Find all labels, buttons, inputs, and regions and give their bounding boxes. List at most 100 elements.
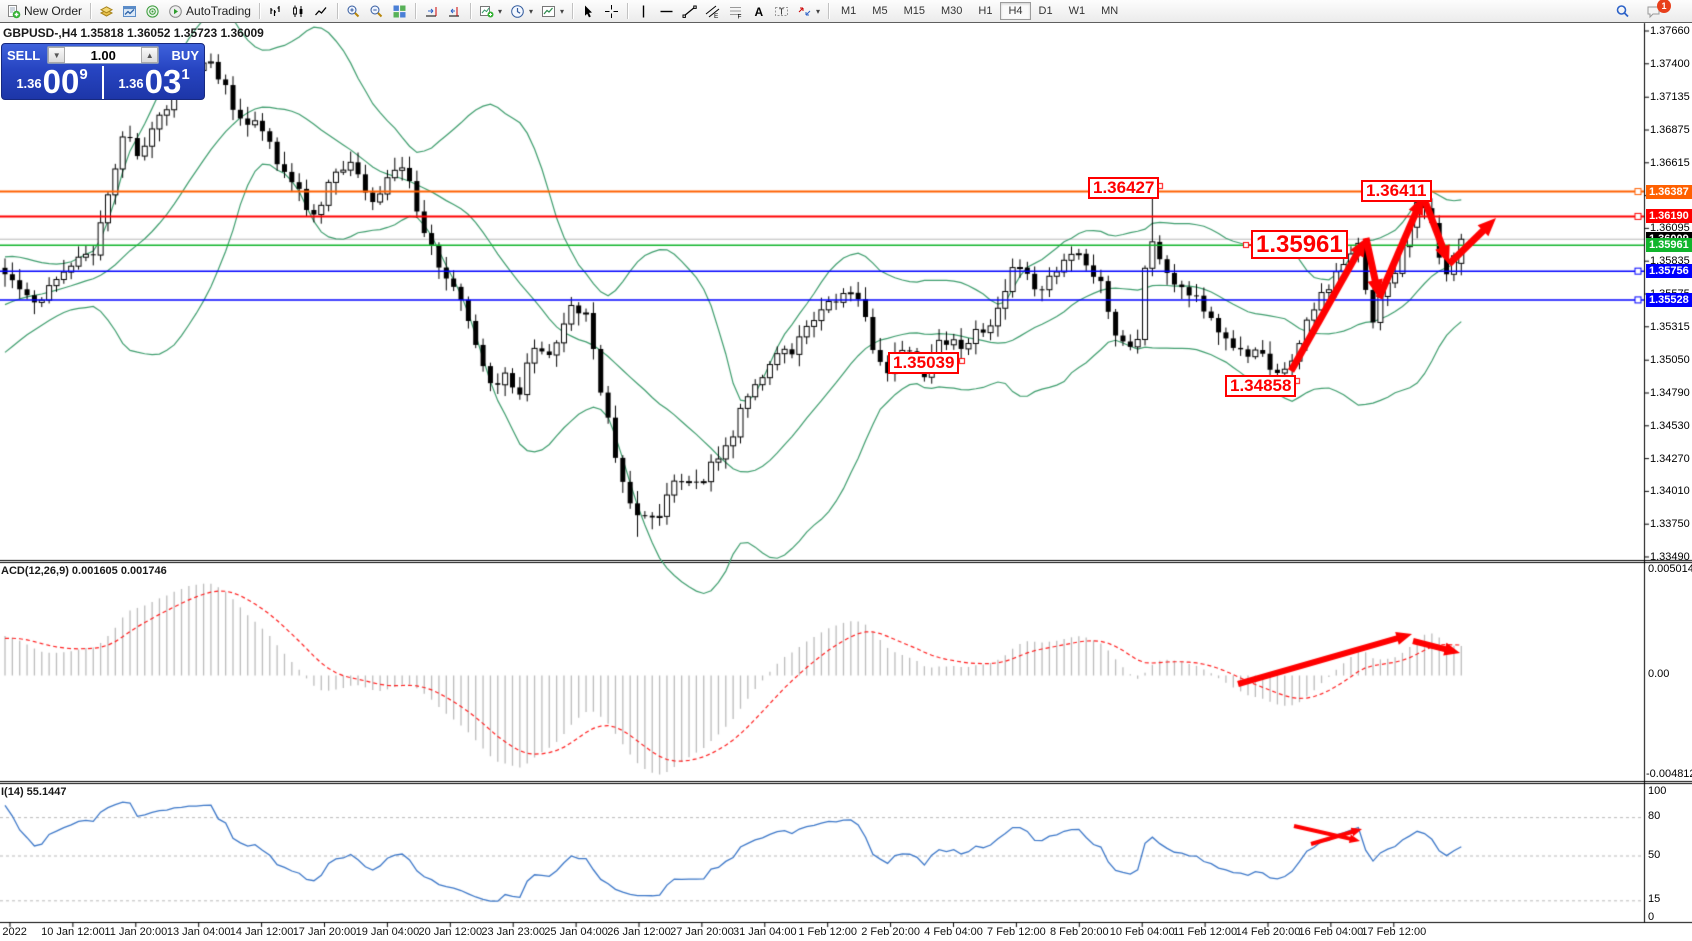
svg-text:F: F [738,13,742,19]
rsi-indicator-label: I(14) 55.1447 [1,786,67,798]
zoom-in-button[interactable] [342,2,365,21]
market-button[interactable] [95,2,118,21]
crosshair-button[interactable] [600,2,623,21]
periods-button[interactable]: ▾ [506,2,537,21]
auto-scroll-button[interactable] [420,2,443,21]
time-axis-label: 11 Feb 12:00 [1173,926,1238,938]
time-axis-label: 14 Jan 12:00 [229,926,294,938]
timeframe-mn-button[interactable]: MN [1101,5,1119,17]
buy-price-button[interactable]: 1.36 03 1 [104,62,204,100]
autotrading-button[interactable]: AutoTrading [164,2,255,21]
search-button[interactable] [1611,2,1634,21]
chevron-down-icon[interactable]: ▾ [816,6,821,16]
price-axis-tick: 1.36095 [1650,222,1690,235]
svg-text:A: A [755,5,764,19]
volume-value[interactable]: 1.00 [90,47,116,63]
channel-button[interactable]: E [701,2,724,21]
price-axis-tick: 1.37135 [1650,91,1690,104]
horizontal-line-button[interactable] [655,2,678,21]
new-order-button-label: New Order [24,4,83,18]
horizontal-line-icon [659,4,674,19]
time-axis-label: 10 Jan 12:00 [41,926,105,938]
arrows-button[interactable]: ▾ [793,2,824,21]
time-axis-label: 20 Jan 12:00 [418,926,483,938]
toolbar-separator [336,3,338,19]
new-order-button[interactable]: New Order [2,2,86,21]
price-axis-tick: 1.35050 [1650,354,1690,367]
macd-scale-zero: 0.00 [1648,668,1670,680]
chevron-down-icon[interactable]: ▾ [497,6,502,16]
text-label-button[interactable]: T [770,2,793,21]
price-annotation: 1.35039 [888,352,960,374]
candlestick-chart-button[interactable] [287,2,310,21]
price-axis-tick: 1.37400 [1650,57,1690,70]
bar-chart-button[interactable] [264,2,287,21]
timeframe-m30-button[interactable]: M30 [940,5,963,17]
price-annotation: 1.34858 [1225,375,1297,397]
time-axis-label: 25 Jan 04:00 [544,926,608,938]
timeframe-w1-button[interactable]: W1 [1068,5,1086,17]
cursor-button[interactable] [577,2,600,21]
chevron-down-icon[interactable]: ▾ [528,6,533,16]
macd-indicator-label: ACD(12,26,9) 0.001605 0.001746 [1,565,167,577]
svg-text:E: E [714,13,719,19]
svg-text:T: T [779,7,784,16]
trendline-icon [682,4,697,19]
price-axis-tick: 1.34790 [1650,387,1690,399]
volume-decrease-button[interactable]: ▼ [48,47,66,63]
new-order-icon [6,4,21,19]
crosshair-icon [604,4,619,19]
line-chart-button[interactable] [310,2,333,21]
one-click-trading-panel: SELL ▼ 1.00 ▲ BUY 1.36 00 9 1.36 03 1 [1,43,205,100]
timeframe-m5-button[interactable]: M5 [872,5,888,17]
chevron-down-icon[interactable]: ▾ [559,6,564,16]
timeframe-m1-button[interactable]: M1 [841,5,857,17]
clock-icon [510,4,525,19]
templates-icon [541,4,556,19]
price-annotation: 1.35961 [1251,230,1348,260]
timeframe-d1-button[interactable]: D1 [1038,5,1053,17]
trendline-button[interactable] [678,2,701,21]
signals-button[interactable] [141,2,164,21]
level-label: 1.36387 [1646,184,1692,199]
timeframe-m15-button[interactable]: M15 [903,5,925,17]
vertical-line-button[interactable] [632,2,655,21]
text-button[interactable]: A [747,2,770,21]
notifications-button[interactable]: 1 [1642,0,1682,21]
time-axis-label: 19 Jan 04:00 [355,926,420,938]
timeframe-h1-button[interactable]: H1 [978,5,993,17]
main-toolbar: New Order AutoTrading ▾ ▾ ▾ E F A T ▾ M1 M5 M15 M30 H1… [0,0,1692,23]
zoom-out-button[interactable] [365,2,388,21]
time-axis-label: 10 Feb 04:00 [1109,926,1175,938]
macd-scale-min: -0.004812 [1646,768,1692,780]
sell-price-button[interactable]: 1.36 00 9 [2,65,102,99]
charts-window-button[interactable] [118,2,141,21]
timeframe-h4-button[interactable]: H4 [1000,2,1031,20]
volume-increase-button[interactable]: ▲ [141,47,159,63]
buy-button[interactable]: BUY [171,47,199,63]
price-divider [102,66,104,99]
chart-shift-icon [447,4,462,19]
time-axis-label: 17 Feb 12:00 [1361,926,1427,938]
toolbar-separator [258,3,260,19]
macd-scale-max: 0.005014 [1648,563,1692,575]
price-axis-tick: 1.37660 [1650,25,1690,37]
new-chart-button[interactable]: ▾ [475,2,506,21]
buy-price-prefix: 1.36 [118,76,144,91]
tile-windows-button[interactable] [388,2,411,21]
vertical-line-icon [636,4,651,19]
price-axis-tick: 1.34530 [1650,419,1690,432]
sell-price-pip: 9 [79,66,88,83]
templates-button[interactable]: ▾ [537,2,568,21]
chart-shift-button[interactable] [443,2,466,21]
time-axis-label: 16 Feb 04:00 [1298,926,1364,938]
fibonacci-button[interactable]: F [724,2,747,21]
price-annotation: 1.36427 [1088,177,1160,199]
sell-button[interactable]: SELL [7,47,41,63]
new-chart-icon [479,4,494,19]
buy-price-big: 03 [144,62,182,100]
time-axis-label: 4 Feb 04:00 [924,926,983,938]
rsi-scale-label: 100 [1648,785,1667,797]
time-axis-label: 2 Feb 20:00 [861,926,920,938]
